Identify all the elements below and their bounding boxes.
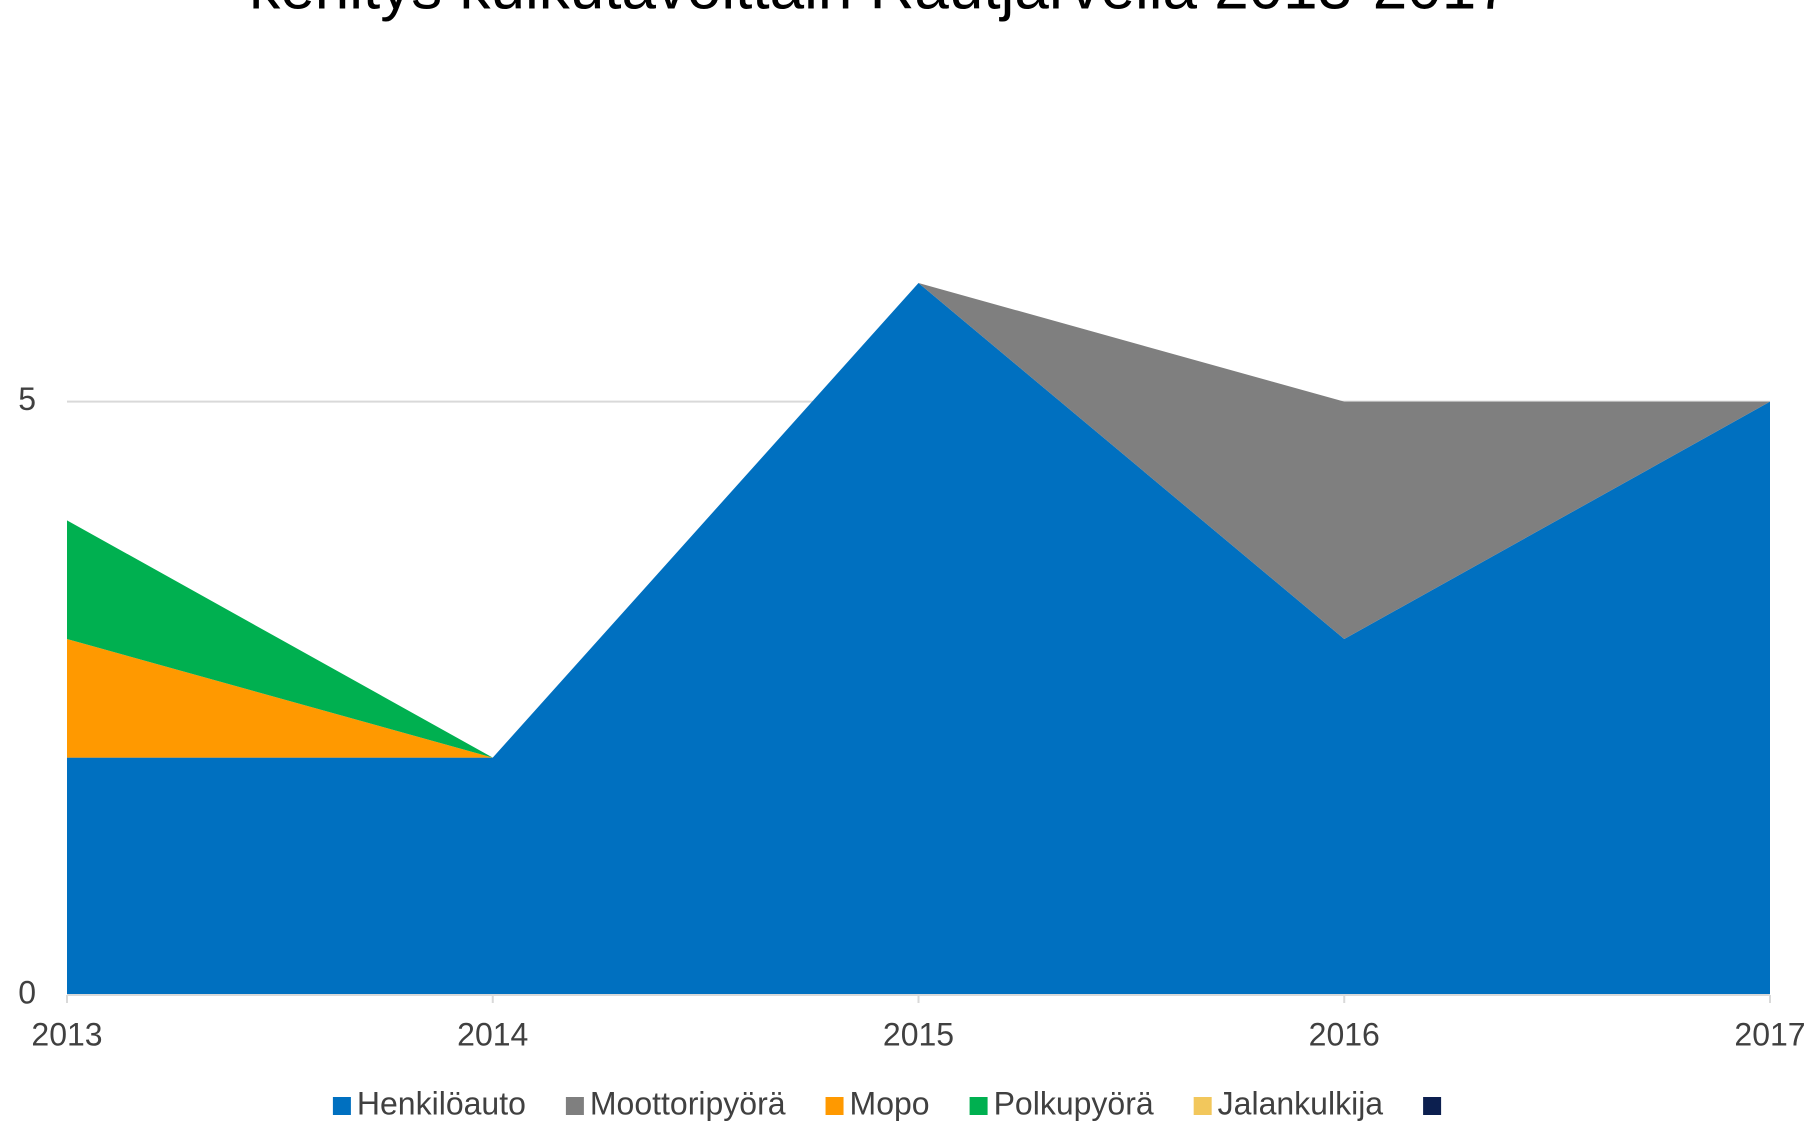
x-tick-label: 2013: [31, 1016, 102, 1052]
area: [67, 283, 1770, 995]
legend-swatch: [825, 1097, 844, 1115]
legend-swatch: [1423, 1097, 1442, 1115]
x-tick-label: 2016: [1309, 1016, 1380, 1052]
legend-label: Mopo: [850, 1085, 930, 1121]
legend-label: Jalankulkija: [1218, 1085, 1384, 1121]
legend-label: Polkupyörä: [994, 1085, 1154, 1121]
y-tick-label: 0: [18, 974, 36, 1010]
area: [67, 283, 1770, 758]
x-tick-label: 2015: [883, 1016, 954, 1052]
area: [67, 283, 1770, 758]
legend-swatch: [565, 1097, 584, 1115]
legend-label: Moottoripyörä: [590, 1085, 786, 1121]
legend-label: Henkilöauto: [357, 1085, 526, 1121]
x-tick-label: 2014: [457, 1016, 528, 1052]
chart-title: kehitys kulkutavoittain Rautjärvellä 201…: [249, 0, 1510, 22]
y-tick-label: 5: [18, 381, 36, 417]
legend: Henkilöauto Moottoripyörä Mopo Polkupyörä Ja…: [332, 1085, 1442, 1121]
legend-swatch: [1193, 1097, 1212, 1115]
x-tick-label: 2017: [1734, 1016, 1805, 1052]
legend-swatch: [969, 1097, 988, 1115]
legend-swatch: [332, 1097, 351, 1115]
